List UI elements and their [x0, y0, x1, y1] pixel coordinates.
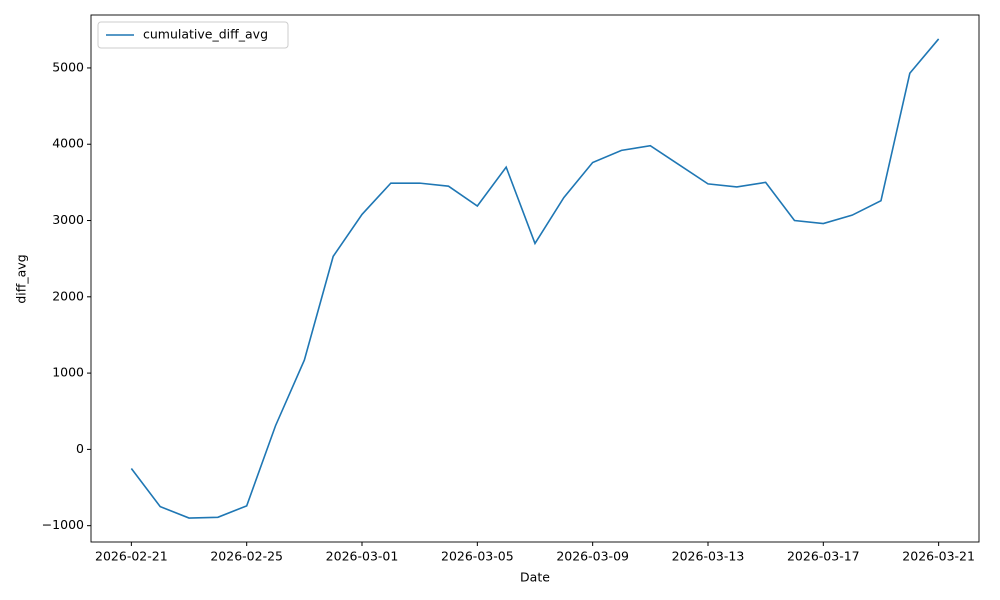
- x-tick-label: 2026-02-21: [95, 549, 168, 564]
- x-tick-label: 2026-03-01: [326, 549, 399, 564]
- x-axis-label: Date: [520, 570, 550, 585]
- x-tick-label: 2026-03-13: [672, 549, 745, 564]
- y-tick-label: 4000: [52, 136, 84, 151]
- legend-box: [97, 21, 289, 49]
- x-tick-label: 2026-03-09: [556, 549, 629, 564]
- y-axis-label: diff_avg: [14, 254, 29, 303]
- data-line: [130, 38, 940, 519]
- y-tick-label: 2000: [52, 288, 84, 303]
- x-tick-label: 2026-03-17: [787, 549, 860, 564]
- y-tick-label: 0: [76, 441, 84, 456]
- y-tick-label: 3000: [52, 212, 84, 227]
- plot-frame: [90, 14, 980, 543]
- x-tick-label: 2026-03-21: [902, 549, 975, 564]
- y-tick-label: −1000: [42, 517, 84, 532]
- y-tick-label: 5000: [52, 59, 84, 74]
- x-tick-label: 2026-02-25: [210, 549, 283, 564]
- legend-label: cumulative_diff_avg: [143, 27, 268, 42]
- x-tick-label: 2026-03-05: [441, 549, 514, 564]
- y-tick-label: 1000: [52, 365, 84, 380]
